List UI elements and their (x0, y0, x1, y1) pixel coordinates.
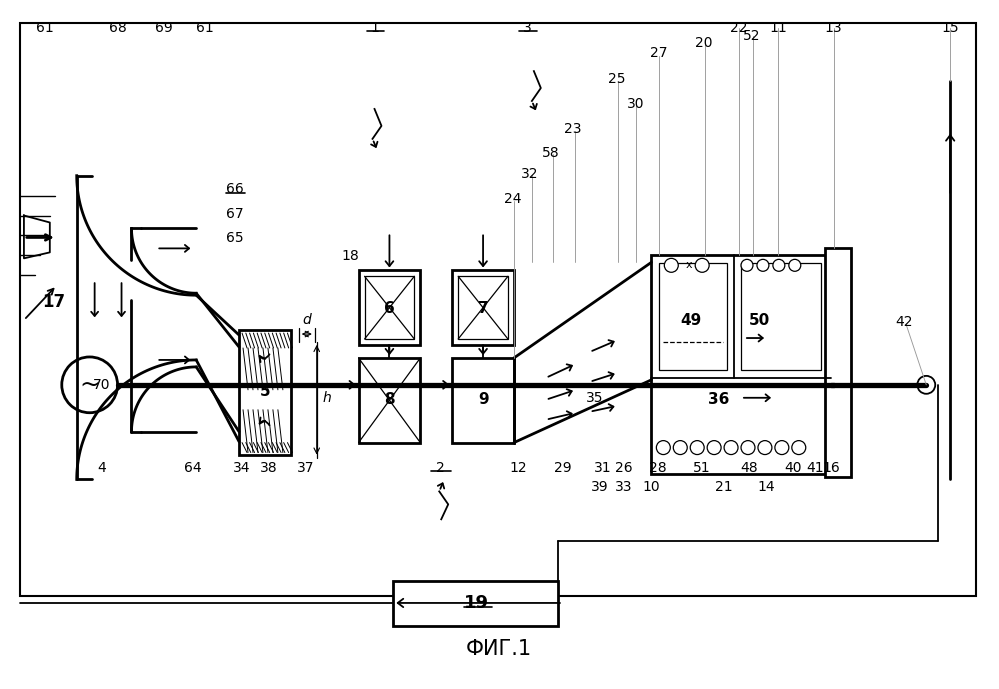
Bar (659, 263, 727, 370)
Bar (359, 270, 421, 345)
Text: 2: 2 (436, 460, 445, 475)
Text: 66: 66 (226, 182, 244, 196)
Text: 25: 25 (607, 72, 625, 86)
Bar (741, 263, 821, 370)
Text: 30: 30 (626, 97, 644, 111)
Text: 64: 64 (185, 460, 202, 475)
Text: 65: 65 (226, 232, 244, 245)
Text: 61: 61 (36, 21, 54, 35)
Text: 8: 8 (385, 392, 395, 407)
Bar (453, 270, 513, 345)
Text: 37: 37 (297, 460, 315, 475)
Circle shape (758, 440, 772, 455)
Text: d: d (303, 313, 311, 327)
Text: 70: 70 (93, 378, 110, 392)
Bar (359, 358, 421, 442)
Text: 48: 48 (740, 460, 758, 475)
Text: 35: 35 (585, 391, 603, 404)
Text: 15: 15 (941, 21, 959, 35)
Text: h: h (323, 391, 331, 404)
Text: 36: 36 (708, 392, 730, 407)
Text: 22: 22 (730, 21, 748, 35)
Circle shape (775, 440, 789, 455)
Circle shape (664, 258, 678, 272)
Text: 21: 21 (715, 480, 733, 495)
Text: 41: 41 (806, 460, 823, 475)
Bar (651, 256, 830, 475)
Text: 67: 67 (226, 207, 244, 220)
Circle shape (741, 440, 755, 455)
Text: 12: 12 (509, 460, 526, 475)
Bar (459, 276, 507, 339)
Text: 49: 49 (680, 313, 702, 327)
Circle shape (789, 259, 801, 271)
Text: 11: 11 (769, 21, 787, 35)
Text: 1: 1 (370, 21, 379, 35)
Bar (825, 249, 850, 477)
Text: 26: 26 (614, 460, 632, 475)
Bar (365, 276, 415, 339)
Circle shape (656, 440, 670, 455)
Text: 16: 16 (823, 460, 840, 475)
Text: 34: 34 (234, 460, 251, 475)
Circle shape (757, 259, 769, 271)
Text: 58: 58 (542, 146, 559, 160)
Circle shape (62, 357, 118, 413)
Text: 42: 42 (896, 315, 913, 329)
Text: 6: 6 (384, 300, 395, 316)
Text: 29: 29 (553, 460, 571, 475)
Text: 28: 28 (648, 460, 666, 475)
Text: 9: 9 (478, 392, 489, 407)
Text: 51: 51 (693, 460, 711, 475)
Circle shape (673, 440, 687, 455)
Text: 14: 14 (757, 480, 775, 495)
Text: 20: 20 (695, 37, 713, 50)
Text: 18: 18 (342, 249, 360, 263)
Circle shape (707, 440, 721, 455)
Circle shape (724, 440, 738, 455)
Text: 39: 39 (590, 480, 608, 495)
Text: 31: 31 (593, 460, 611, 475)
Text: x: x (686, 260, 692, 270)
Text: 4: 4 (97, 460, 106, 475)
Text: 13: 13 (825, 21, 842, 35)
Text: 7: 7 (478, 300, 489, 316)
Text: 40: 40 (784, 460, 801, 475)
Bar (394, 581, 557, 626)
Circle shape (917, 376, 935, 394)
Text: 27: 27 (649, 46, 667, 60)
Text: 68: 68 (109, 21, 127, 35)
Text: 38: 38 (260, 460, 278, 475)
Text: 61: 61 (197, 21, 214, 35)
Circle shape (690, 440, 704, 455)
Text: 52: 52 (743, 29, 760, 43)
Text: 23: 23 (564, 122, 581, 136)
Text: 33: 33 (614, 480, 632, 495)
Circle shape (792, 440, 806, 455)
Text: ФИГ.1: ФИГ.1 (466, 639, 532, 659)
Polygon shape (24, 216, 50, 258)
Text: 50: 50 (748, 313, 769, 327)
Circle shape (773, 259, 785, 271)
Bar (453, 358, 513, 442)
Text: 19: 19 (464, 594, 489, 612)
Text: 17: 17 (42, 294, 65, 311)
Text: 32: 32 (521, 167, 538, 181)
Text: 10: 10 (642, 480, 660, 495)
Text: 5: 5 (260, 384, 271, 400)
Bar (20, 23, 976, 596)
Text: ~: ~ (79, 373, 100, 397)
Bar (239, 330, 291, 455)
Text: 24: 24 (504, 192, 521, 205)
Circle shape (741, 259, 753, 271)
Text: 69: 69 (156, 21, 173, 35)
Text: 3: 3 (522, 21, 531, 35)
Circle shape (695, 258, 709, 272)
